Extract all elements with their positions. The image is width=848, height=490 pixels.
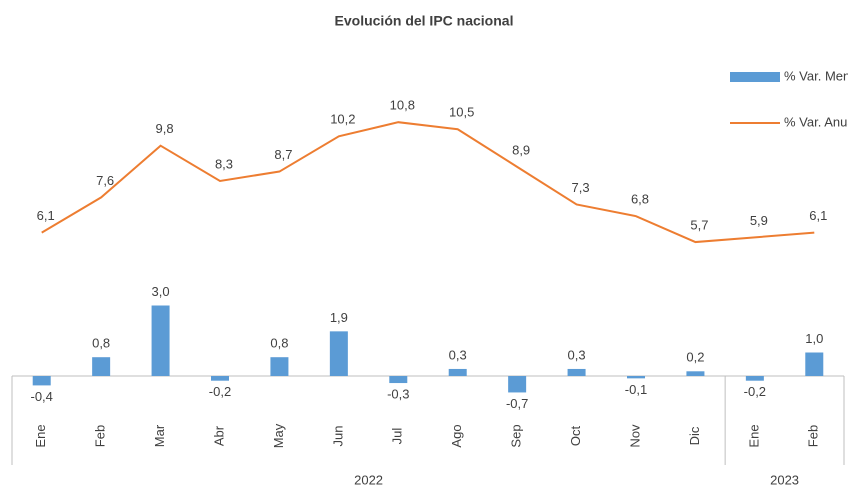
bar-value-label: 0,2: [686, 350, 704, 365]
legend-swatch: [730, 72, 780, 82]
bar: [745, 376, 764, 381]
bar-value-label: 0,3: [568, 347, 586, 362]
x-tick-label: Feb: [806, 425, 821, 447]
x-tick-label: Abr: [211, 425, 226, 446]
bar: [92, 357, 111, 376]
line-value-label: 7,6: [96, 173, 114, 188]
line: [41, 121, 815, 244]
bar: [270, 357, 289, 376]
legend-label: % Var. Mensual: [784, 68, 848, 83]
x-tick-label: Ago: [449, 424, 464, 447]
x-tick-label: Ene: [33, 424, 48, 447]
line-value-label: 8,9: [512, 142, 530, 157]
bar-value-label: 1,9: [330, 310, 348, 325]
line-value-label: 8,7: [274, 147, 292, 162]
bar-value-label: 0,3: [449, 347, 467, 362]
line-value-label: 5,7: [690, 217, 708, 232]
x-tick-label: Sep: [509, 424, 524, 447]
bar-value-label: -0,4: [31, 389, 53, 404]
bar-value-label: -0,7: [506, 396, 528, 411]
x-tick-label: Dic: [687, 426, 702, 445]
bar: [32, 376, 51, 386]
bar: [805, 352, 824, 376]
x-tick-label: Mar: [152, 424, 167, 447]
bar: [151, 305, 170, 376]
line-value-label: 10,5: [449, 105, 474, 120]
line-value-label: 6,8: [631, 192, 649, 207]
line-value-label: 9,8: [156, 121, 174, 136]
line-value-label: 10,2: [330, 112, 355, 127]
bar: [448, 368, 467, 376]
bar: [329, 331, 348, 376]
x-tick-label: Jul: [390, 428, 405, 445]
line-value-label: 8,3: [215, 156, 233, 171]
line-value-label: 5,9: [750, 213, 768, 228]
x-tick-label: Ene: [746, 424, 761, 447]
x-tick-label: Jun: [330, 426, 345, 447]
bar-value-label: -0,3: [387, 386, 409, 401]
line-value-label: 6,1: [809, 208, 827, 223]
group-label: 2023: [770, 472, 799, 487]
line-value-label: 10,8: [390, 98, 415, 113]
bar: [567, 368, 586, 376]
x-tick-label: Oct: [568, 426, 583, 447]
bar: [211, 376, 229, 381]
group-label: 2022: [354, 472, 383, 487]
line-value-label: 7,3: [572, 180, 590, 195]
bar-value-label: -0,1: [625, 382, 647, 397]
bar-value-label: 3,0: [152, 284, 170, 299]
legend-label: % Var. Anual: [784, 114, 848, 129]
bar-value-label: -0,2: [744, 384, 766, 399]
bar: [686, 371, 705, 376]
line-value-label: 6,1: [37, 208, 55, 223]
bar: [508, 376, 527, 393]
x-tick-label: Feb: [93, 425, 108, 447]
bar-value-label: -0,2: [209, 384, 231, 399]
bar: [389, 376, 408, 384]
bar-value-label: 1,0: [805, 331, 823, 346]
chart-title: Evolución del IPC nacional: [335, 13, 514, 29]
x-tick-label: May: [271, 423, 286, 448]
bar: [627, 376, 645, 379]
bar-value-label: 0,8: [270, 336, 288, 351]
bar-value-label: 0,8: [92, 336, 110, 351]
x-tick-label: Nov: [627, 424, 642, 448]
